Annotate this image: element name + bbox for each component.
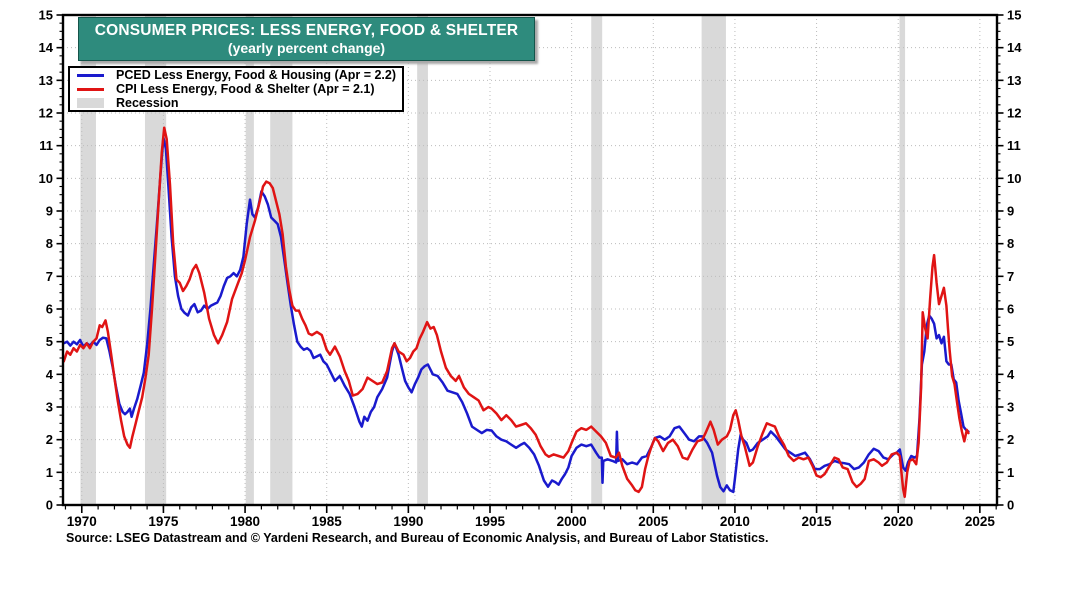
svg-text:2000: 2000 xyxy=(557,514,587,529)
svg-text:13: 13 xyxy=(1007,73,1021,88)
svg-text:1985: 1985 xyxy=(312,514,343,529)
recession-swatch xyxy=(77,98,104,108)
svg-text:11: 11 xyxy=(1007,138,1021,153)
svg-text:1970: 1970 xyxy=(67,514,97,529)
svg-text:11: 11 xyxy=(39,138,53,153)
svg-text:5: 5 xyxy=(1007,334,1014,349)
chart-subtitle: (yearly percent change) xyxy=(227,40,386,56)
svg-text:13: 13 xyxy=(39,73,53,88)
chart-title-box: CONSUMER PRICES: LESS ENERGY, FOOD & SHE… xyxy=(78,17,535,61)
svg-text:5: 5 xyxy=(46,334,53,349)
svg-text:0: 0 xyxy=(46,498,53,513)
legend-label-recession: Recession xyxy=(116,96,179,110)
svg-text:1975: 1975 xyxy=(148,514,179,529)
svg-text:14: 14 xyxy=(1007,40,1022,55)
svg-text:2025: 2025 xyxy=(965,514,996,529)
svg-text:7: 7 xyxy=(1007,269,1014,284)
source-note: Source: LSEG Datastream and © Yardeni Re… xyxy=(66,531,769,545)
svg-text:1980: 1980 xyxy=(230,514,260,529)
svg-text:3: 3 xyxy=(46,400,53,415)
svg-text:14: 14 xyxy=(39,40,54,55)
svg-text:10: 10 xyxy=(39,171,53,186)
svg-text:7: 7 xyxy=(46,269,53,284)
svg-text:9: 9 xyxy=(46,204,53,219)
legend-item-recession: Recession xyxy=(77,96,402,110)
pced-line-swatch xyxy=(77,73,104,77)
legend-label-pced: PCED Less Energy, Food & Housing (Apr = … xyxy=(116,68,397,82)
svg-text:2015: 2015 xyxy=(802,514,833,529)
svg-text:0: 0 xyxy=(1007,498,1014,513)
svg-text:1995: 1995 xyxy=(475,514,506,529)
svg-text:2020: 2020 xyxy=(883,514,913,529)
svg-text:3: 3 xyxy=(1007,400,1014,415)
svg-text:8: 8 xyxy=(1007,236,1014,251)
svg-text:1: 1 xyxy=(1007,465,1014,480)
svg-text:6: 6 xyxy=(46,302,53,317)
svg-text:4: 4 xyxy=(1007,367,1015,382)
legend-item-pced: PCED Less Energy, Food & Housing (Apr = … xyxy=(77,68,402,82)
svg-text:12: 12 xyxy=(1007,106,1021,121)
svg-text:6: 6 xyxy=(1007,302,1014,317)
svg-text:1990: 1990 xyxy=(393,514,423,529)
svg-text:15: 15 xyxy=(39,8,53,23)
svg-text:2005: 2005 xyxy=(638,514,669,529)
svg-text:12: 12 xyxy=(39,106,53,121)
svg-text:8: 8 xyxy=(46,236,53,251)
legend-item-cpi: CPI Less Energy, Food & Shelter (Apr = 2… xyxy=(77,82,402,96)
svg-text:2010: 2010 xyxy=(720,514,750,529)
svg-text:2: 2 xyxy=(46,432,53,447)
svg-text:10: 10 xyxy=(1007,171,1021,186)
svg-text:9: 9 xyxy=(1007,204,1014,219)
svg-text:2: 2 xyxy=(1007,432,1014,447)
svg-text:4: 4 xyxy=(46,367,54,382)
legend-label-cpi: CPI Less Energy, Food & Shelter (Apr = 2… xyxy=(116,82,375,96)
svg-text:15: 15 xyxy=(1007,8,1021,23)
svg-text:1: 1 xyxy=(46,465,53,480)
chart-title: CONSUMER PRICES: LESS ENERGY, FOOD & SHE… xyxy=(94,22,519,39)
cpi-line-swatch xyxy=(77,87,104,91)
legend: PCED Less Energy, Food & Housing (Apr = … xyxy=(68,66,404,112)
